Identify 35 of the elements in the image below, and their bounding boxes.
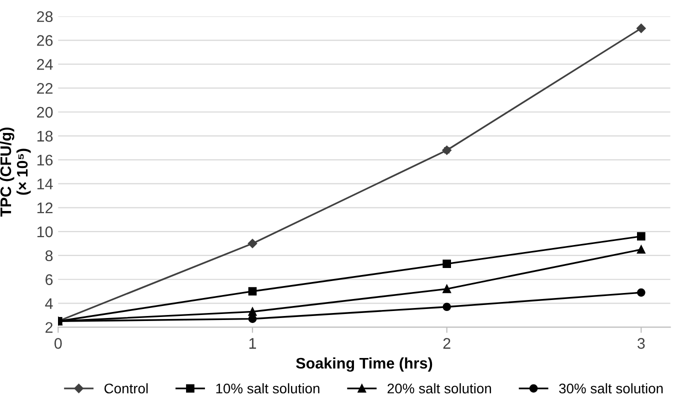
point (637, 232, 646, 241)
x-tick-label: 1 (249, 338, 256, 349)
point (637, 245, 646, 254)
y-tick-label: 26 (37, 35, 53, 46)
point (442, 284, 451, 294)
y-tick-label: 22 (37, 82, 53, 94)
y-tick-label: 8 (45, 250, 53, 262)
x-tick-label: 2 (443, 338, 450, 349)
point (442, 260, 451, 268)
y-tick-label: 14 (37, 178, 53, 190)
x-tick-label: 3 (638, 338, 645, 349)
x-tick-label: 0 (54, 338, 62, 349)
point (248, 314, 257, 323)
y-tick-label: 20 (37, 106, 53, 118)
legend-label: 20% salt solution (388, 383, 491, 394)
y-tick-label: 24 (37, 59, 53, 70)
y-tick-label: 4 (45, 298, 53, 309)
point (637, 288, 646, 297)
y-tick-label: 10 (37, 226, 53, 238)
y-tick-label: 6 (46, 274, 53, 286)
legend-label: 10% salt solution (216, 383, 320, 394)
point (248, 238, 258, 248)
legend-label: Control (104, 383, 148, 394)
point (636, 24, 646, 33)
y-tick-label: 16 (37, 154, 53, 166)
y-tick-label: 28 (37, 11, 53, 22)
y-axis-title: TPC (CFU/g) (× 10⁵) (0, 128, 31, 217)
y-tick-label: 18 (37, 130, 53, 142)
legend-label: 30% salt solution (559, 383, 663, 394)
x-axis-title: Soaking Time (hrs) (296, 357, 432, 372)
y-tick-label: 2 (46, 322, 53, 333)
point (248, 307, 257, 316)
y-tick-label: 12 (37, 202, 53, 214)
point (248, 287, 257, 296)
point (442, 302, 451, 312)
